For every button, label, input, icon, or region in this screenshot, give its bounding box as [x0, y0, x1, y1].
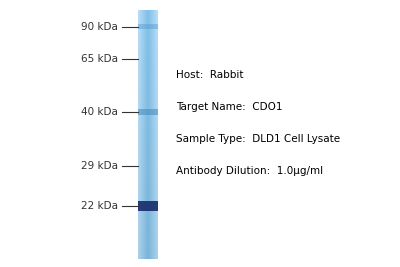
Text: Antibody Dilution:  1.0µg/ml: Antibody Dilution: 1.0µg/ml	[176, 166, 323, 176]
Text: Sample Type:  DLD1 Cell Lysate: Sample Type: DLD1 Cell Lysate	[176, 134, 340, 144]
Bar	[138, 201, 158, 211]
Bar	[138, 109, 158, 115]
Text: 29 kDa: 29 kDa	[81, 160, 118, 171]
Text: Host:  Rabbit: Host: Rabbit	[176, 70, 244, 80]
Text: 40 kDa: 40 kDa	[81, 107, 118, 117]
Text: Target Name:  CDO1: Target Name: CDO1	[176, 102, 282, 112]
Text: 90 kDa: 90 kDa	[81, 22, 118, 32]
Text: 65 kDa: 65 kDa	[81, 54, 118, 64]
Text: 22 kDa: 22 kDa	[81, 201, 118, 211]
Bar	[138, 24, 158, 29]
